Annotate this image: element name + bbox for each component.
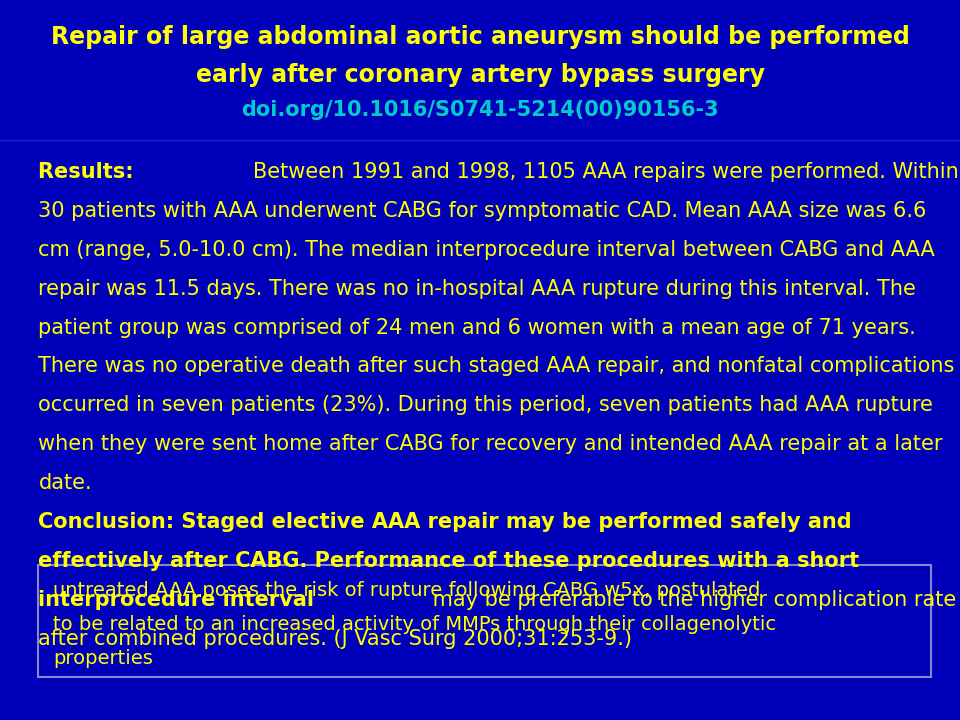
Text: date.: date. — [38, 473, 92, 493]
FancyBboxPatch shape — [38, 565, 931, 677]
Text: 30 patients with AAA underwent CABG for symptomatic CAD. Mean AAA size was 6.6: 30 patients with AAA underwent CABG for … — [38, 201, 926, 221]
Text: Repair of large abdominal aortic aneurysm should be performed: Repair of large abdominal aortic aneurys… — [51, 25, 909, 49]
Text: effectively after CABG. Performance of these procedures with a short: effectively after CABG. Performance of t… — [38, 551, 859, 571]
Text: Results:: Results: — [38, 162, 141, 182]
Text: after combined procedures. (J Vasc Surg 2000;31:253-9.): after combined procedures. (J Vasc Surg … — [38, 629, 633, 649]
Text: may be preferable to the higher complication rate observed: may be preferable to the higher complica… — [426, 590, 960, 610]
Text: to be related to an increased activity of MMPs through their collagenolytic: to be related to an increased activity o… — [53, 615, 776, 634]
Text: when they were sent home after CABG for recovery and intended AAA repair at a la: when they were sent home after CABG for … — [38, 434, 943, 454]
Text: properties: properties — [53, 649, 153, 667]
Text: occurred in seven patients (23%). During this period, seven patients had AAA rup: occurred in seven patients (23%). During… — [38, 395, 933, 415]
Text: There was no operative death after such staged AAA repair, and nonfatal complica: There was no operative death after such … — [38, 356, 955, 377]
Text: repair was 11.5 days. There was no in-hospital AAA rupture during this interval.: repair was 11.5 days. There was no in-ho… — [38, 279, 916, 299]
Text: Between 1991 and 1998, 1105 AAA repairs were performed. Within this group,: Between 1991 and 1998, 1105 AAA repairs … — [252, 162, 960, 182]
Text: early after coronary artery bypass surgery: early after coronary artery bypass surge… — [196, 63, 764, 86]
Text: Conclusion: Staged elective AAA repair may be performed safely and: Conclusion: Staged elective AAA repair m… — [38, 512, 852, 532]
Text: patient group was comprised of 24 men and 6 women with a mean age of 71 years.: patient group was comprised of 24 men an… — [38, 318, 916, 338]
Text: untreated AAA poses the risk of rupture following CABG w5x, postulated: untreated AAA poses the risk of rupture … — [53, 581, 760, 600]
Text: cm (range, 5.0-10.0 cm). The median interprocedure interval between CABG and AAA: cm (range, 5.0-10.0 cm). The median inte… — [38, 240, 935, 260]
Text: interprocedure interval: interprocedure interval — [38, 590, 314, 610]
Text: doi.org/10.1016/S0741-5214(00)90156-3: doi.org/10.1016/S0741-5214(00)90156-3 — [241, 100, 719, 120]
